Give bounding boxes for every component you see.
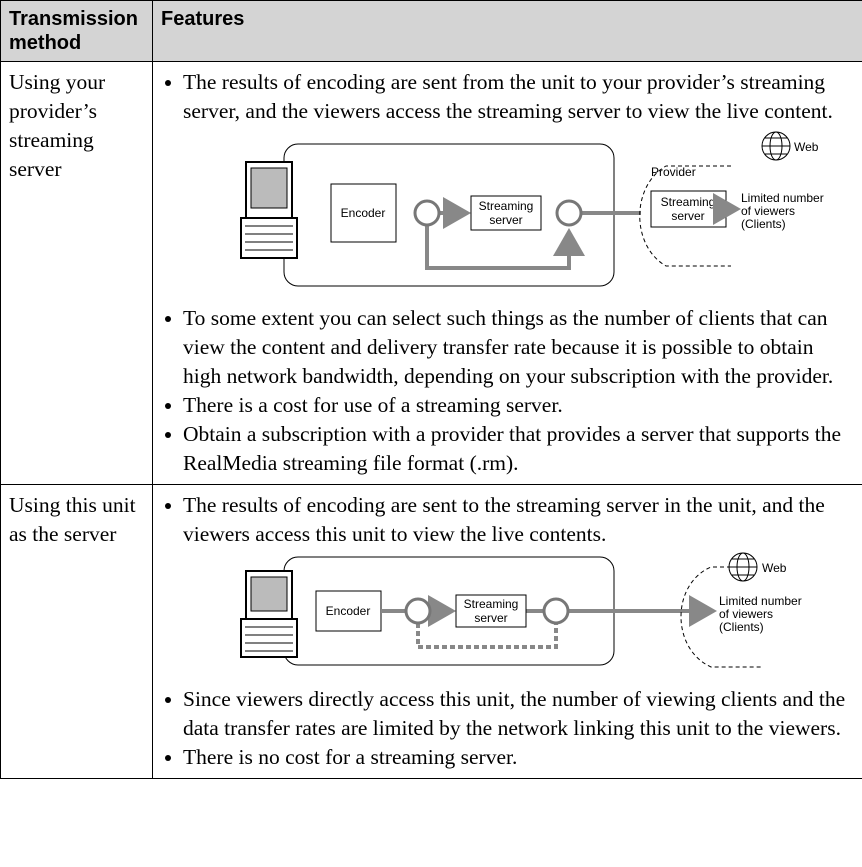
table: Transmission method Features Using your … <box>0 0 862 779</box>
node <box>413 199 441 227</box>
bullet-text: There is a cost for use of a streaming s… <box>183 393 563 417</box>
bullet-text: Since viewers directly access this unit,… <box>183 687 846 740</box>
label: server <box>671 209 704 223</box>
label: Limited number <box>741 191 824 205</box>
bullet-text: The results of encoding are sent to the … <box>183 493 825 546</box>
bullet <box>165 755 171 761</box>
header-row: Transmission method Features <box>0 0 862 62</box>
label: Streaming <box>479 199 534 213</box>
bullet-list: To some extent you can select such thing… <box>161 304 854 478</box>
label: (Clients) <box>741 217 786 231</box>
bullet-list: Since viewers directly access this unit,… <box>161 685 854 772</box>
bullet-text: The results of encoding are sent from th… <box>183 70 833 123</box>
method-cell: Using this unit as the server <box>0 484 153 779</box>
method-cell: Using your provider’s streaming server <box>0 61 153 485</box>
label: server <box>474 611 507 625</box>
diagram: Encoder Streaming server Provider Stream… <box>240 131 824 287</box>
bullet-list: The results of encoding are sent from th… <box>161 68 854 126</box>
label: Provider <box>651 165 696 179</box>
features-cell: The results of encoding are sent to the … <box>152 484 862 779</box>
bullet <box>165 697 171 703</box>
bullet-list: The results of encoding are sent to the … <box>161 491 854 549</box>
disabled-path <box>416 623 558 649</box>
encoder-box <box>315 590 382 632</box>
label: (Clients) <box>719 620 764 634</box>
bullet-text: Obtain a subscription with a provider th… <box>183 422 841 475</box>
label: Limited number <box>719 594 802 608</box>
label: Web <box>794 140 819 154</box>
bullet-text: To some extent you can select such thing… <box>183 306 834 388</box>
arrow <box>425 225 585 270</box>
bullet <box>165 503 171 509</box>
bullet-text: There is no cost for a streaming server. <box>183 745 518 769</box>
laptop-icon <box>240 161 298 259</box>
encoder-box <box>330 183 397 243</box>
bullet-item: To some extent you can select such thing… <box>161 304 854 391</box>
laptop-icon <box>240 570 298 658</box>
label: of viewers <box>741 204 795 218</box>
bullet-item: There is no cost for a streaming server. <box>161 743 854 772</box>
label: Streaming <box>464 597 519 611</box>
label: Encoder <box>341 206 386 220</box>
provider-boundary <box>639 165 731 267</box>
diagram: Encoder Streaming server Web Limited num… <box>240 552 802 668</box>
bullet-item: The results of encoding are sent to the … <box>161 491 854 549</box>
label: server <box>489 213 522 227</box>
bullet-item: The results of encoding are sent from th… <box>161 68 854 126</box>
label: Encoder <box>326 604 371 618</box>
label: Web <box>762 561 787 575</box>
server-box <box>455 594 527 628</box>
bullet <box>165 316 171 322</box>
bullet-item: Obtain a subscription with a provider th… <box>161 420 854 478</box>
row: Using this unit as the server The result… <box>0 484 862 779</box>
globe-icon <box>761 131 791 161</box>
bullet <box>165 432 171 438</box>
bullet <box>165 403 171 409</box>
header-cell: Transmission method <box>0 0 153 62</box>
globe-icon <box>728 552 758 582</box>
bullet <box>165 80 171 86</box>
node <box>555 199 583 227</box>
label: Streaming <box>661 195 716 209</box>
server-box <box>470 195 542 231</box>
bullet-item: There is a cost for use of a streaming s… <box>161 391 854 420</box>
row: Using your provider’s streaming server T… <box>0 61 862 485</box>
header-cell: Features <box>152 0 862 62</box>
boundary <box>680 566 761 668</box>
node <box>542 597 570 625</box>
label: of viewers <box>719 607 773 621</box>
features-cell: The results of encoding are sent from th… <box>152 61 862 485</box>
node <box>404 597 432 625</box>
bullet-item: Since viewers directly access this unit,… <box>161 685 854 743</box>
